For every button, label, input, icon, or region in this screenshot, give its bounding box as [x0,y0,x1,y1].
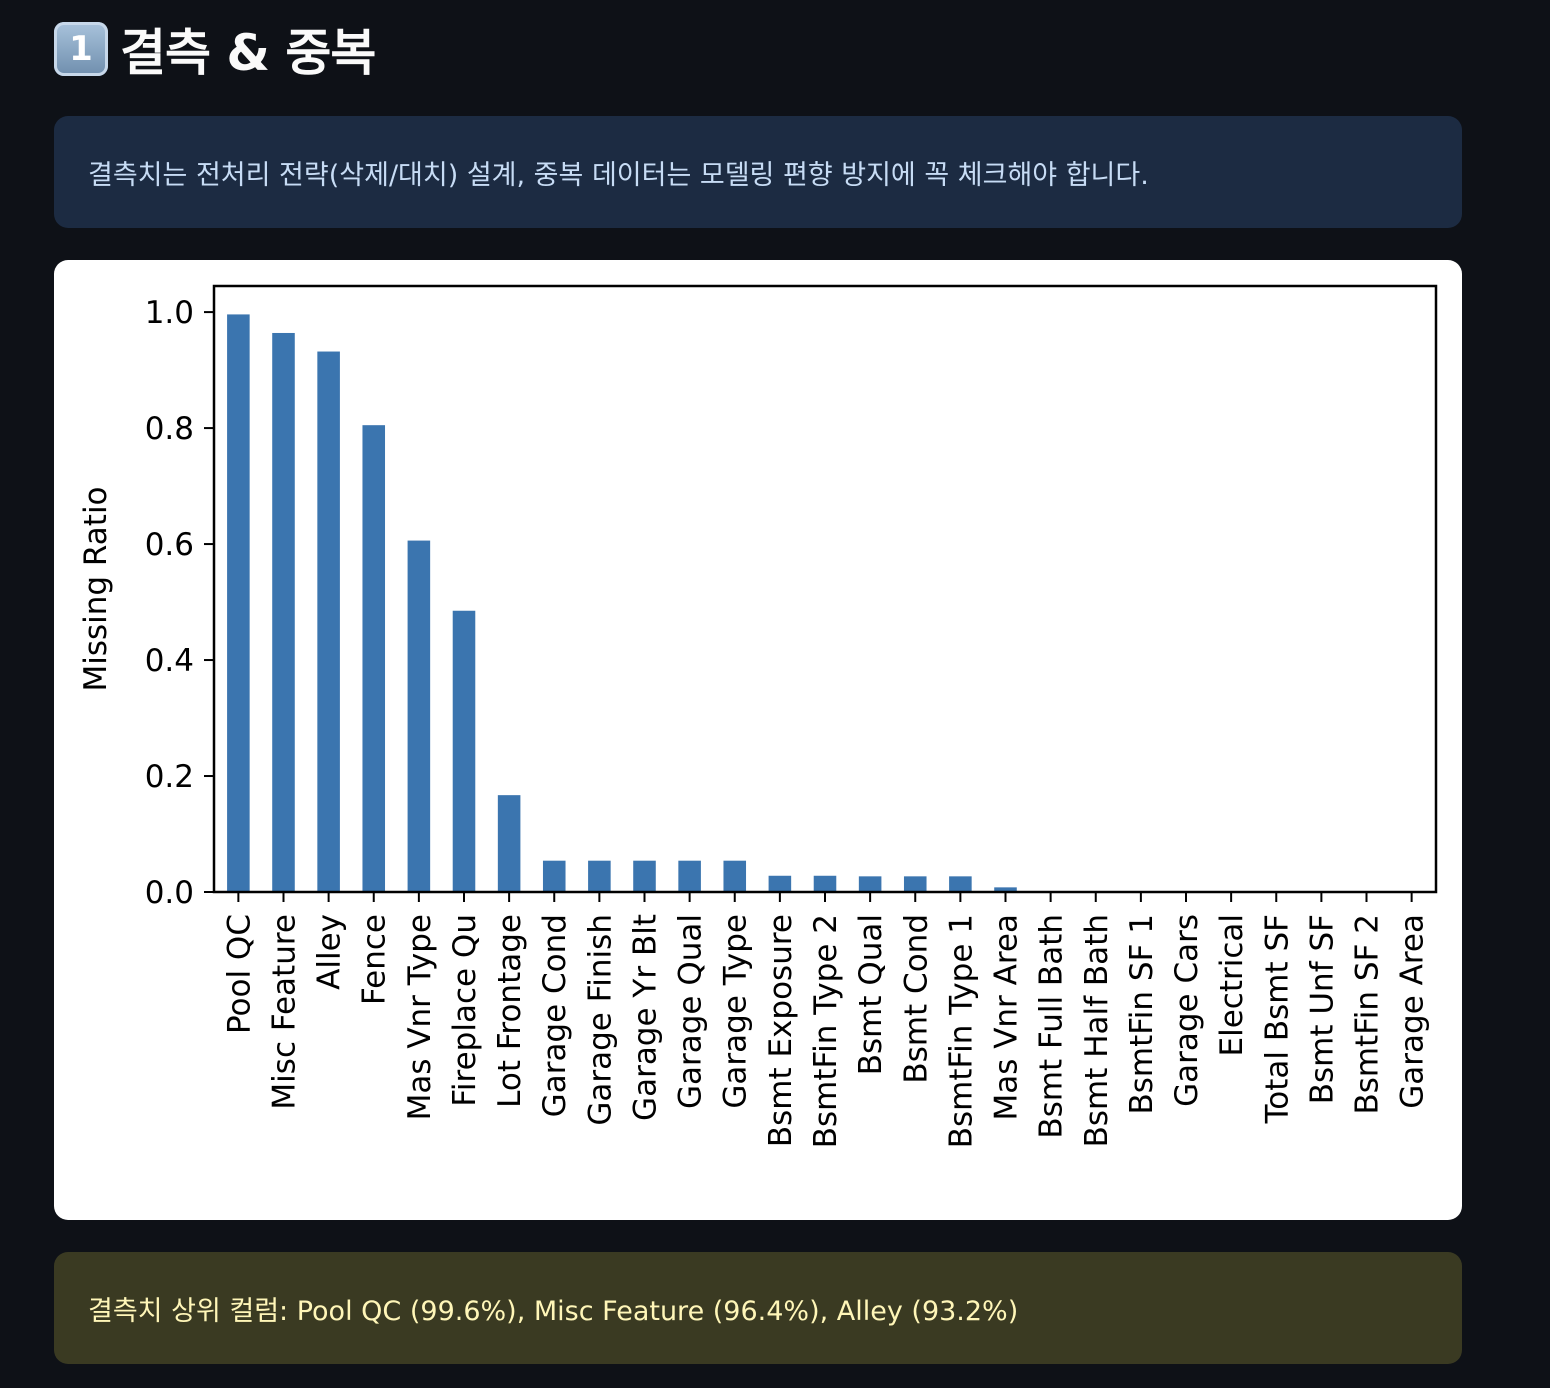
x-tick-label-7: Garage Cond [537,914,573,1117]
bar-4 [407,540,431,892]
x-tick-label-24: Bsmt Unf SF [1304,914,1340,1104]
x-tick-label-19: Bsmt Half Bath [1079,914,1115,1147]
warning-alert: 결측치 상위 컬럼: Pool QC (99.6%), Misc Feature… [54,1252,1462,1364]
x-tick-label-8: Garage Finish [582,914,618,1126]
bar-16 [949,876,972,892]
bar-2 [317,351,340,892]
badge-number: 1 [69,29,93,69]
x-tick-label-6: Lot Frontage [492,914,528,1108]
missing-ratio-bar-chart: 0.0 0.2 0.4 0.6 0.8 1.0 Pool QC Misc Feature All… [78,284,1438,1148]
x-tick-label-5: Fireplace Qu [447,914,483,1107]
x-tick-label-9: Garage Yr Blt [627,914,663,1121]
bar-3 [362,425,386,892]
y-tick-label-3: 0.6 [145,527,194,563]
y-tick-label-0: 0.0 [145,875,194,911]
bar-15 [903,876,927,892]
y-tick-label-4: 0.8 [145,411,194,447]
x-tick-label-20: BsmtFin SF 1 [1124,914,1160,1115]
x-tick-label-23: Total Bsmt SF [1259,914,1295,1124]
bar-6 [497,795,521,892]
x-tick-label-14: Bsmt Qual [853,914,889,1075]
x-tick-label-26: Garage Area [1395,914,1431,1109]
x-tick-label-4: Mas Vnr Type [402,914,438,1120]
x-tick-label-18: Bsmt Full Bath [1034,914,1070,1139]
bar-1 [272,332,295,892]
bar-12 [768,875,792,892]
x-tick-label-17: Mas Vnr Area [989,914,1025,1121]
info-text: 결측치는 전처리 전략(삭제/대치) 설계, 중복 데이터는 모델링 편향 방지… [88,159,1149,191]
y-tick-label-1: 0.2 [145,759,194,795]
bar-7 [542,860,566,892]
x-tick-label-12: Bsmt Exposure [763,914,799,1147]
x-tick-label-22: Electrical [1214,914,1250,1056]
bar-0 [227,314,250,893]
section-title: 결측 & 중복 [120,24,376,82]
bar-14 [858,876,882,892]
plot-frame [212,284,1438,894]
info-alert: 결측치는 전처리 전략(삭제/대치) 설계, 중복 데이터는 모델링 편향 방지… [54,116,1462,228]
x-tick-label-2: Alley [312,914,348,990]
x-tick-label-11: Garage Type [718,914,754,1109]
x-tick-label-10: Garage Qual [673,914,709,1109]
bar-11 [723,860,747,892]
bar-9 [633,860,656,892]
bar-13 [813,875,837,892]
warning-text: 결측치 상위 컬럼: Pool QC (99.6%), Misc Feature… [88,1295,1019,1327]
x-tick-label-25: BsmtFin SF 2 [1350,914,1386,1115]
y-tick-label-2: 0.4 [145,643,194,679]
bar-10 [678,860,701,892]
keycap-one-icon: 1 [54,22,108,76]
y-tick-label-5: 1.0 [145,295,194,331]
x-tick-label-3: Fence [357,914,393,1005]
y-axis-label: Missing Ratio [78,486,114,691]
bar-5 [452,610,476,892]
bar-8 [588,860,611,892]
chart-card: 0.0 0.2 0.4 0.6 0.8 1.0 Pool QC Misc Feature All… [54,260,1462,1220]
section-header: 1 결측 & 중복 [54,14,376,84]
x-tick-label-16: BsmtFin Type 1 [943,914,979,1148]
x-tick-label-15: Bsmt Cond [898,914,934,1084]
bar-17 [994,887,1017,892]
x-tick-label-21: Garage Cars [1169,914,1205,1107]
x-tick-label-13: BsmtFin Type 2 [808,914,844,1148]
x-tick-label-1: Misc Feature [266,914,302,1110]
x-tick-label-0: Pool QC [221,914,257,1034]
